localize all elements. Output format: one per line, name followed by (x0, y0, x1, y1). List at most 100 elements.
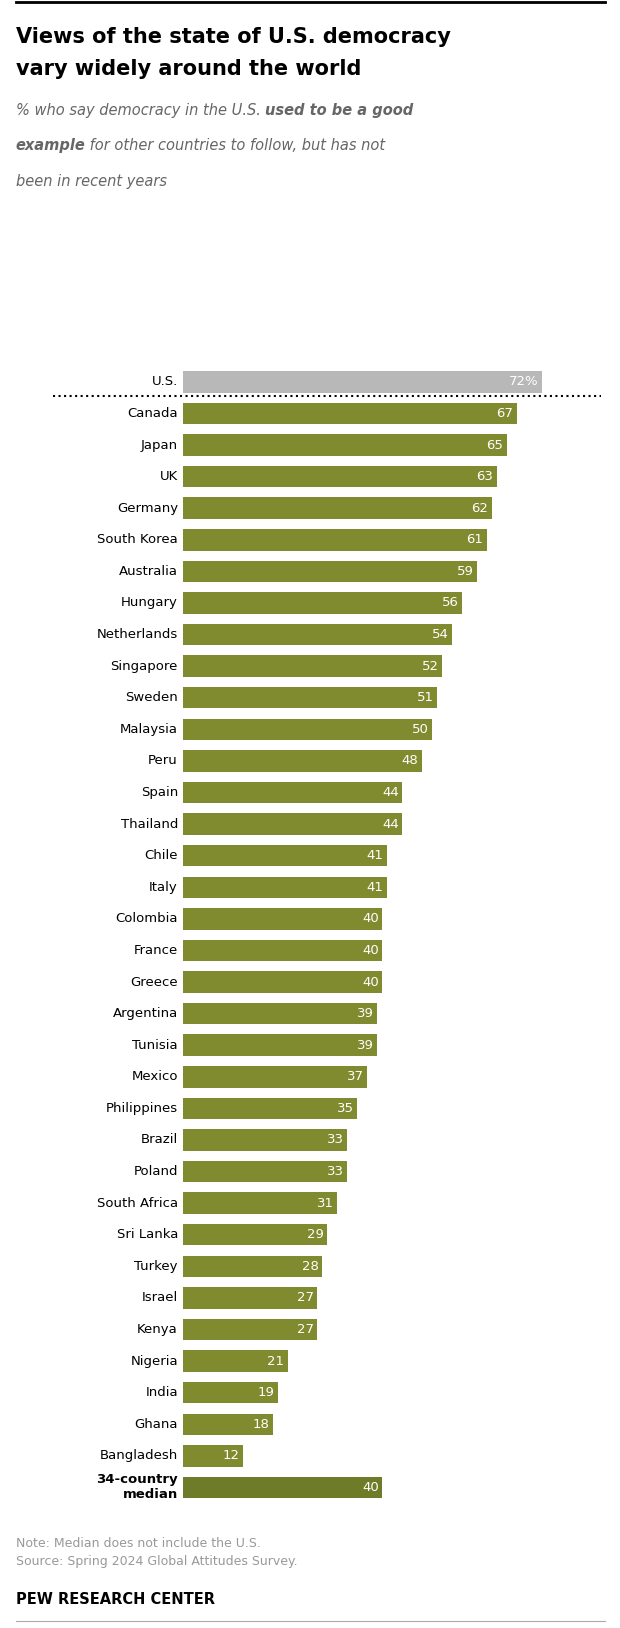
Text: 19: 19 (257, 1385, 274, 1398)
Text: Netherlands: Netherlands (97, 628, 178, 641)
Text: 65: 65 (486, 438, 503, 451)
Bar (183, 1130, 347, 1151)
Bar (183, 560, 477, 583)
Bar (183, 814, 402, 835)
Text: % who say democracy in the U.S.: % who say democracy in the U.S. (16, 103, 265, 117)
Bar (183, 908, 382, 930)
Text: Sri Lanka: Sri Lanka (117, 1228, 178, 1241)
Text: Ghana: Ghana (135, 1418, 178, 1431)
Bar (183, 781, 402, 803)
Bar (183, 1066, 367, 1088)
Text: Peru: Peru (148, 754, 178, 767)
Text: Greece: Greece (130, 975, 178, 988)
Text: Bangladesh: Bangladesh (100, 1449, 178, 1462)
Text: Note: Median does not include the U.S.
Source: Spring 2024 Global Attitudes Surv: Note: Median does not include the U.S. S… (16, 1537, 297, 1568)
Text: 72%: 72% (508, 376, 538, 389)
Bar (183, 1224, 327, 1245)
Bar (183, 1446, 242, 1467)
Text: 62: 62 (471, 501, 489, 514)
Bar (183, 1255, 322, 1276)
Bar (183, 687, 437, 708)
Text: Argentina: Argentina (113, 1008, 178, 1021)
Text: U.S.: U.S. (152, 376, 178, 389)
Bar (183, 498, 492, 519)
Bar (183, 845, 387, 866)
Text: Spain: Spain (141, 786, 178, 799)
Text: France: France (134, 944, 178, 957)
Text: 35: 35 (337, 1102, 354, 1115)
Bar (183, 972, 382, 993)
Text: 63: 63 (476, 470, 494, 484)
Text: Israel: Israel (141, 1291, 178, 1304)
Text: Australia: Australia (119, 565, 178, 578)
Text: UK: UK (160, 470, 178, 484)
Text: 27: 27 (297, 1324, 314, 1337)
Text: 39: 39 (357, 1008, 374, 1021)
Text: 61: 61 (466, 534, 484, 547)
Text: Singapore: Singapore (110, 659, 178, 672)
Bar (183, 1477, 382, 1498)
Text: South Korea: South Korea (97, 534, 178, 547)
Text: 31: 31 (317, 1197, 334, 1210)
Text: 44: 44 (382, 817, 399, 830)
Bar (183, 718, 432, 741)
Text: 59: 59 (456, 565, 473, 578)
Text: Canada: Canada (127, 407, 178, 420)
Bar (183, 1192, 337, 1214)
Text: 37: 37 (347, 1070, 364, 1083)
Text: 27: 27 (297, 1291, 314, 1304)
Text: 41: 41 (367, 850, 384, 863)
Text: Views of the state of U.S. democracy: Views of the state of U.S. democracy (16, 26, 450, 47)
Text: 41: 41 (367, 881, 384, 894)
Text: 44: 44 (382, 786, 399, 799)
Text: 33: 33 (327, 1166, 344, 1179)
Text: India: India (145, 1385, 178, 1398)
Bar (183, 435, 507, 456)
Text: 33: 33 (327, 1133, 344, 1146)
Text: South Africa: South Africa (97, 1197, 178, 1210)
Text: Poland: Poland (133, 1166, 178, 1179)
Bar (183, 402, 516, 425)
Text: Sweden: Sweden (125, 692, 178, 705)
Text: Tunisia: Tunisia (132, 1039, 178, 1052)
Text: 52: 52 (422, 659, 438, 672)
Text: 18: 18 (252, 1418, 269, 1431)
Text: 40: 40 (362, 975, 379, 988)
Text: Kenya: Kenya (137, 1324, 178, 1337)
Bar (183, 529, 487, 550)
Text: 39: 39 (357, 1039, 374, 1052)
Text: 40: 40 (362, 912, 379, 925)
Text: Mexico: Mexico (131, 1070, 178, 1083)
Text: 54: 54 (432, 628, 448, 641)
Bar (183, 751, 422, 772)
Text: Brazil: Brazil (141, 1133, 178, 1146)
Text: Thailand: Thailand (120, 817, 178, 830)
Text: Hungary: Hungary (121, 596, 178, 609)
Bar (183, 1034, 377, 1057)
Text: Italy: Italy (149, 881, 178, 894)
Bar (183, 656, 442, 677)
Bar (183, 1350, 288, 1372)
Bar (183, 939, 382, 961)
Text: 28: 28 (302, 1260, 319, 1273)
Bar (183, 1319, 317, 1340)
Text: Malaysia: Malaysia (120, 723, 178, 736)
Text: Nigeria: Nigeria (130, 1354, 178, 1368)
Text: 51: 51 (417, 692, 433, 705)
Text: example: example (16, 138, 86, 153)
Bar (183, 1382, 278, 1403)
Text: used to be a good: used to be a good (265, 103, 414, 117)
Text: 48: 48 (402, 754, 418, 767)
Text: PEW RESEARCH CENTER: PEW RESEARCH CENTER (16, 1592, 215, 1607)
Bar (183, 466, 497, 487)
Bar (183, 593, 462, 614)
Bar (183, 1413, 273, 1434)
Bar (183, 1161, 347, 1182)
Bar (183, 1003, 377, 1024)
Text: Philippines: Philippines (106, 1102, 178, 1115)
Text: Turkey: Turkey (135, 1260, 178, 1273)
Text: 40: 40 (362, 1481, 379, 1495)
Text: Chile: Chile (144, 850, 178, 863)
Bar (183, 1097, 357, 1118)
Text: 56: 56 (441, 596, 458, 609)
